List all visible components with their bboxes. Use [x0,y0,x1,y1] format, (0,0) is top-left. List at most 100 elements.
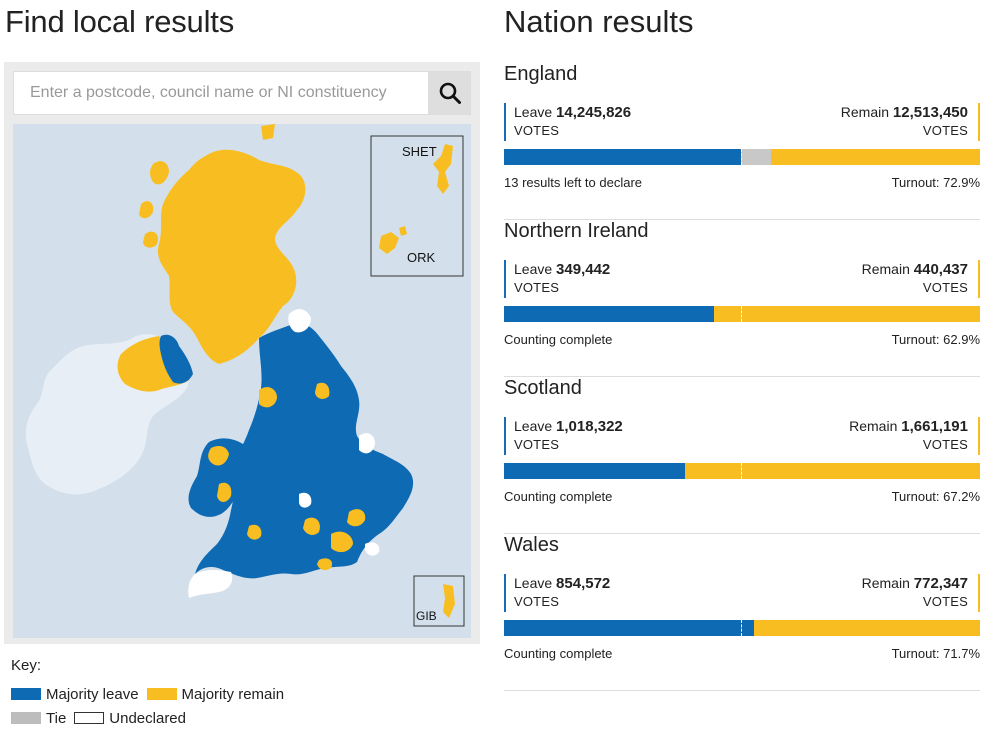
undeclared-swatch [74,712,105,724]
remain-label: Remain [861,261,910,277]
leave-summary: Leave 854,572 VOTES [504,574,610,612]
turnout: Turnout: 71.7% [891,646,980,661]
key-label-leave: Majority leave [46,685,139,703]
remain-label: Remain [840,104,890,120]
wychavon-undeclared [299,492,312,508]
scotland-north-tip[interactable] [261,124,275,140]
bristol-remain[interactable] [247,524,262,540]
key-item-undeclared: Undeclared [74,710,186,727]
south-undeclared [365,542,380,556]
result-bar-undeclared [741,149,771,165]
wales-region[interactable] [188,438,247,517]
turnout: Turnout: 72.9% [891,175,980,190]
london-remain[interactable] [331,531,353,553]
result-bar-leave [504,306,714,322]
remain-votes-caption: VOTES [922,123,968,138]
inset-gibraltar [413,575,465,627]
remain-label: Remain [861,575,910,591]
remain-votes: 12,513,450 [892,104,968,121]
leave-votes-caption: VOTES [514,123,560,138]
result-bar-leave [504,620,754,636]
result-bar-midline [741,463,742,479]
tie-swatch [11,712,41,724]
nation-card-england: England Leave 14,245,826 VOTES Remain 12… [504,63,980,220]
nation-card-northern-ireland: Northern Ireland Leave 349,442 VOTES Rem… [504,220,980,377]
result-bar [504,149,980,165]
uk-results-map[interactable]: SHET ORK GIB [13,124,471,638]
gibraltar[interactable] [443,584,455,618]
leave-votes: 349,442 [556,261,611,278]
key-title: Key: [11,657,42,674]
leave-summary: Leave 1,018,322 VOTES [504,417,623,455]
nation-name: England [504,63,578,85]
remain-votes-caption: VOTES [922,437,968,452]
key-label-remain: Majority remain [181,685,285,703]
count-status: Counting complete [504,332,613,347]
shetland-label: SHET [402,144,437,159]
search-input[interactable] [14,72,429,114]
key-row-2: Tie Undeclared [11,706,292,730]
remain-swatch [146,688,177,700]
remain-summary: Remain 772,347 VOTES [862,574,980,612]
leave-summary: Leave 14,245,826 VOTES [504,103,631,141]
result-bar-midline [741,620,742,636]
search-icon [439,82,461,104]
oxford-remain[interactable] [303,517,320,535]
leave-label: Leave [514,261,553,277]
uk-map-graphic[interactable] [13,124,471,638]
turnout: Turnout: 62.9% [891,332,980,347]
remain-votes: 772,347 [913,575,968,592]
count-status: Counting complete [504,646,613,661]
key-item-remain: Majority remain [146,685,285,703]
leave-label: Leave [514,104,553,120]
liverpool-manchester-remain[interactable] [259,387,277,408]
result-bar-leave [504,463,685,479]
count-status: 13 results left to declare [504,175,643,190]
remain-summary: Remain 1,661,191 VOTES [849,417,980,455]
york-remain[interactable] [315,382,330,399]
remain-votes: 1,661,191 [901,418,968,435]
northern-ireland-leave-area[interactable] [159,334,194,384]
leave-votes-caption: VOTES [514,594,560,609]
shetland-islands[interactable] [433,144,453,194]
lincolnshire-undeclared [359,433,375,454]
map-key: Key: Majority leave Majority remain Tie … [11,657,292,730]
leave-votes: 14,245,826 [556,104,632,121]
leave-label: Leave [514,418,553,434]
result-bar-midline [741,306,742,322]
scotland-region[interactable] [157,149,306,364]
leave-votes-caption: VOTES [514,437,560,452]
remain-votes-caption: VOTES [922,280,968,295]
cambridge-remain[interactable] [347,509,366,527]
key-row-1: Majority leave Majority remain [11,682,292,706]
south-coast-remain[interactable] [317,558,333,571]
remain-summary: Remain 12,513,450 VOTES [841,103,980,141]
leave-votes: 1,018,322 [556,418,623,435]
search-button[interactable] [428,72,470,114]
scotland-west-isles[interactable] [139,161,169,248]
turnout: Turnout: 67.2% [891,489,980,504]
result-bar-leave [504,149,741,165]
remain-summary: Remain 440,437 VOTES [862,260,980,298]
orkney-label: ORK [407,250,436,265]
map-panel: SHET ORK GIB [4,62,480,644]
remain-label: Remain [849,418,898,434]
wales-remain-areas[interactable] [208,446,232,502]
leave-votes-caption: VOTES [514,280,560,295]
nation-name: Wales [504,534,559,556]
search-bar [13,71,471,115]
result-bar-midline [741,149,742,165]
gibraltar-label: GIB [416,609,437,623]
leave-votes: 854,572 [556,575,611,592]
orkney-islands[interactable] [379,226,407,254]
cornwall-undeclared [188,570,233,598]
result-bar [504,306,980,322]
key-item-tie: Tie [11,710,66,727]
result-bar [504,620,980,636]
leave-label: Leave [514,575,553,591]
result-bar [504,463,980,479]
key-label-tie: Tie [46,709,67,727]
key-label-undeclared: Undeclared [109,709,186,727]
nation-card-scotland: Scotland Leave 1,018,322 VOTES Remain 1,… [504,377,980,534]
inset-shetland-orkney [370,135,464,277]
